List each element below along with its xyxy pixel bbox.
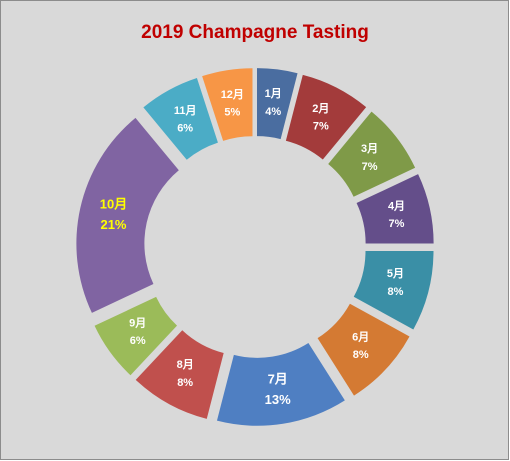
segment-label: 8月 <box>177 358 194 371</box>
value-label: 8% <box>177 377 193 389</box>
segment-label: 9月 <box>129 316 146 329</box>
value-label: 13% <box>265 392 291 407</box>
value-label: 6% <box>177 123 193 135</box>
segment-label: 4月 <box>388 199 405 212</box>
value-label: 4% <box>265 106 281 118</box>
donut-segment <box>285 74 367 160</box>
value-label: 5% <box>224 106 240 118</box>
segment-label: 6月 <box>352 330 369 343</box>
value-label: 8% <box>353 349 369 361</box>
donut-segment <box>356 174 434 244</box>
donut-segment <box>143 77 218 160</box>
segment-label: 3月 <box>361 142 378 155</box>
segment-label: 7月 <box>268 371 288 386</box>
donut-segment <box>94 296 178 376</box>
value-label: 8% <box>387 286 403 298</box>
donut-segment <box>76 117 179 313</box>
segment-label: 11月 <box>174 104 197 117</box>
value-label: 7% <box>362 161 378 173</box>
value-label: 7% <box>313 121 329 133</box>
donut-segment <box>257 68 298 140</box>
segment-label: 1月 <box>265 87 282 100</box>
segment-label: 10月 <box>100 196 127 211</box>
donut-segment <box>135 330 224 419</box>
chart-title: 2019 Champagne Tasting <box>141 22 369 43</box>
donut-segment <box>202 68 253 141</box>
value-label: 21% <box>100 217 126 232</box>
segment-label: 2月 <box>312 102 329 115</box>
donut-segment <box>216 343 345 426</box>
value-label: 6% <box>130 335 146 347</box>
donut-segment <box>353 250 434 330</box>
segment-label: 5月 <box>387 267 404 280</box>
segment-label: 12月 <box>221 88 244 101</box>
donut-segment <box>317 303 410 396</box>
value-label: 7% <box>389 218 405 230</box>
donut-segment <box>328 111 416 197</box>
